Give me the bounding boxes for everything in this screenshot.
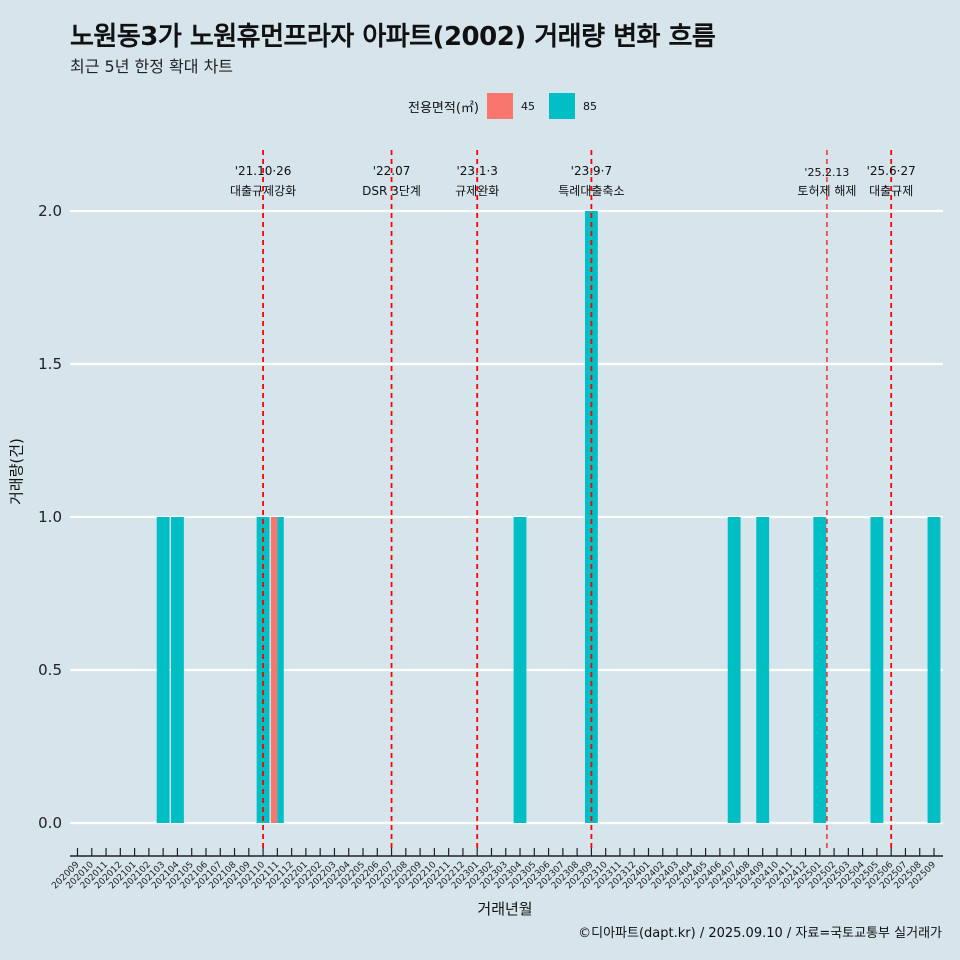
- annotation-date: '21.10·26: [235, 164, 292, 178]
- bar-202505-85: [870, 517, 884, 823]
- bar-202104-85: [171, 517, 184, 823]
- annotation-label: 특례대출축소: [558, 184, 624, 198]
- legend-key-45: [486, 93, 513, 119]
- annotation-label: DSR 3단계: [362, 184, 421, 198]
- annotation-label: 대출규제: [869, 184, 913, 198]
- y-tick-label: 1.0: [38, 508, 62, 526]
- bar-202110-85: [256, 517, 270, 823]
- annotation-label: 토허제 해제: [797, 184, 856, 198]
- y-tick-label: 0.0: [38, 814, 62, 832]
- annotation-label: 규제완화: [455, 184, 499, 198]
- bar-202103-85: [156, 517, 170, 823]
- bar-202501-85: [813, 517, 827, 823]
- y-axis-label: 거래량(건): [7, 438, 26, 505]
- bar-202509-85: [927, 517, 941, 823]
- chart-subtitle: 최근 5년 한정 확대 차트: [70, 57, 234, 76]
- annotation-date: '25.6·27: [867, 164, 916, 178]
- bar-202111-85: [277, 517, 284, 823]
- chart-caption: ©디아파트(dapt.kr) / 2025.09.10 / 자료=국토교통부 실…: [578, 926, 942, 941]
- legend-title: 전용면적(㎡): [408, 100, 479, 116]
- bar-202309-85: [584, 211, 598, 823]
- annotation-label: 대출규제강화: [230, 184, 296, 198]
- legend-label-45: 45: [520, 99, 535, 113]
- annotation-date: '23.1·3: [456, 164, 497, 178]
- legend-key-85: [548, 93, 575, 119]
- chart-title: 노원동3가 노원휴먼프라자 아파트(2002) 거래량 변화 흐름: [70, 22, 716, 52]
- bar-202407-85: [727, 517, 741, 823]
- bar-202409-85: [756, 517, 770, 823]
- y-tick-label: 2.0: [38, 202, 62, 220]
- annotation-date: '25.2.13: [804, 166, 849, 179]
- annotation-date: '23.9·7: [571, 164, 612, 178]
- legend: 전용면적(㎡) 45 85: [408, 93, 611, 119]
- bar-202304-85: [513, 517, 527, 823]
- y-tick-label: 1.5: [38, 355, 62, 373]
- x-axis-label: 거래년월: [477, 900, 533, 918]
- bar-202111-45: [270, 517, 278, 823]
- legend-label-85: 85: [582, 99, 597, 113]
- annotation-date: '22.07: [373, 164, 411, 178]
- y-tick-label: 0.5: [38, 661, 62, 679]
